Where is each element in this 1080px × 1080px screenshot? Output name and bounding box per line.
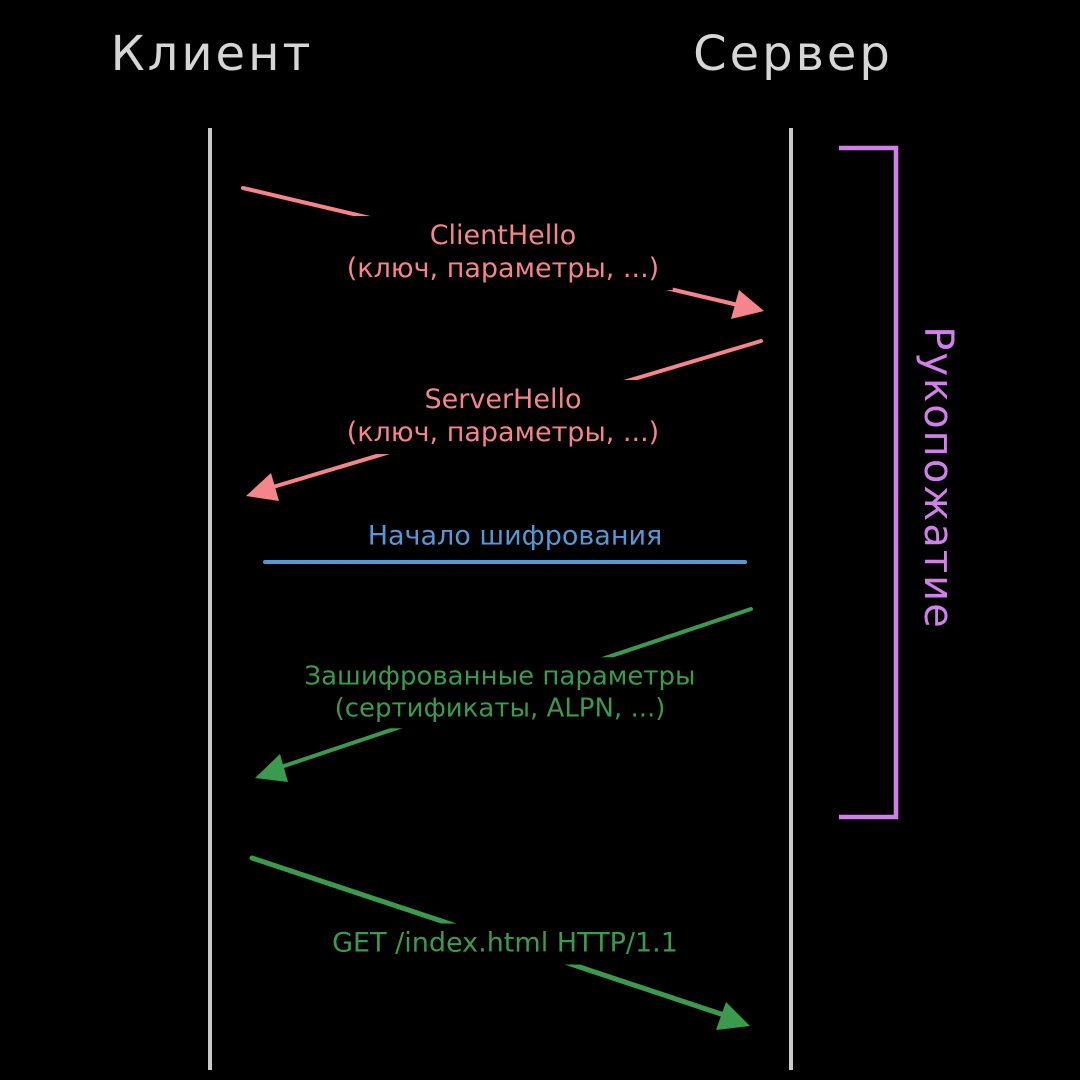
- client-actor-title: Клиент: [110, 26, 314, 82]
- handshake-bracket: [839, 145, 899, 820]
- server-hello-arrowhead: [246, 473, 279, 501]
- handshake-bracket-label: Рукопожатие: [915, 326, 961, 630]
- server-hello-subtitle: (ключ, параметры, ...): [346, 417, 660, 448]
- http-request-label: GET /index.html HTTP/1.1: [318, 923, 692, 965]
- client-hello-arrowhead: [731, 290, 764, 319]
- encrypted-params-label: Зашифрованные параметры (сертификаты, AL…: [290, 657, 710, 729]
- encryption-start-label: Начало шифрования: [353, 516, 677, 558]
- server-hello-label: ServerHello (ключ, параметры, ...): [332, 380, 674, 454]
- server-hello-title: ServerHello: [424, 384, 582, 416]
- encrypted-params-arrowhead: [255, 754, 288, 782]
- encrypted-params-title: Зашифрованные параметры: [304, 661, 696, 692]
- client-hello-subtitle: (ключ, параметры, ...): [346, 253, 660, 284]
- server-actor-title: Сервер: [693, 26, 893, 82]
- client-hello-label: ClientHello (ключ, параметры, ...): [332, 216, 674, 290]
- client-hello-title: ClientHello: [429, 220, 577, 252]
- http-request-arrowhead: [716, 1002, 750, 1030]
- encrypted-params-subtitle: (сертификаты, ALPN, ...): [334, 693, 666, 723]
